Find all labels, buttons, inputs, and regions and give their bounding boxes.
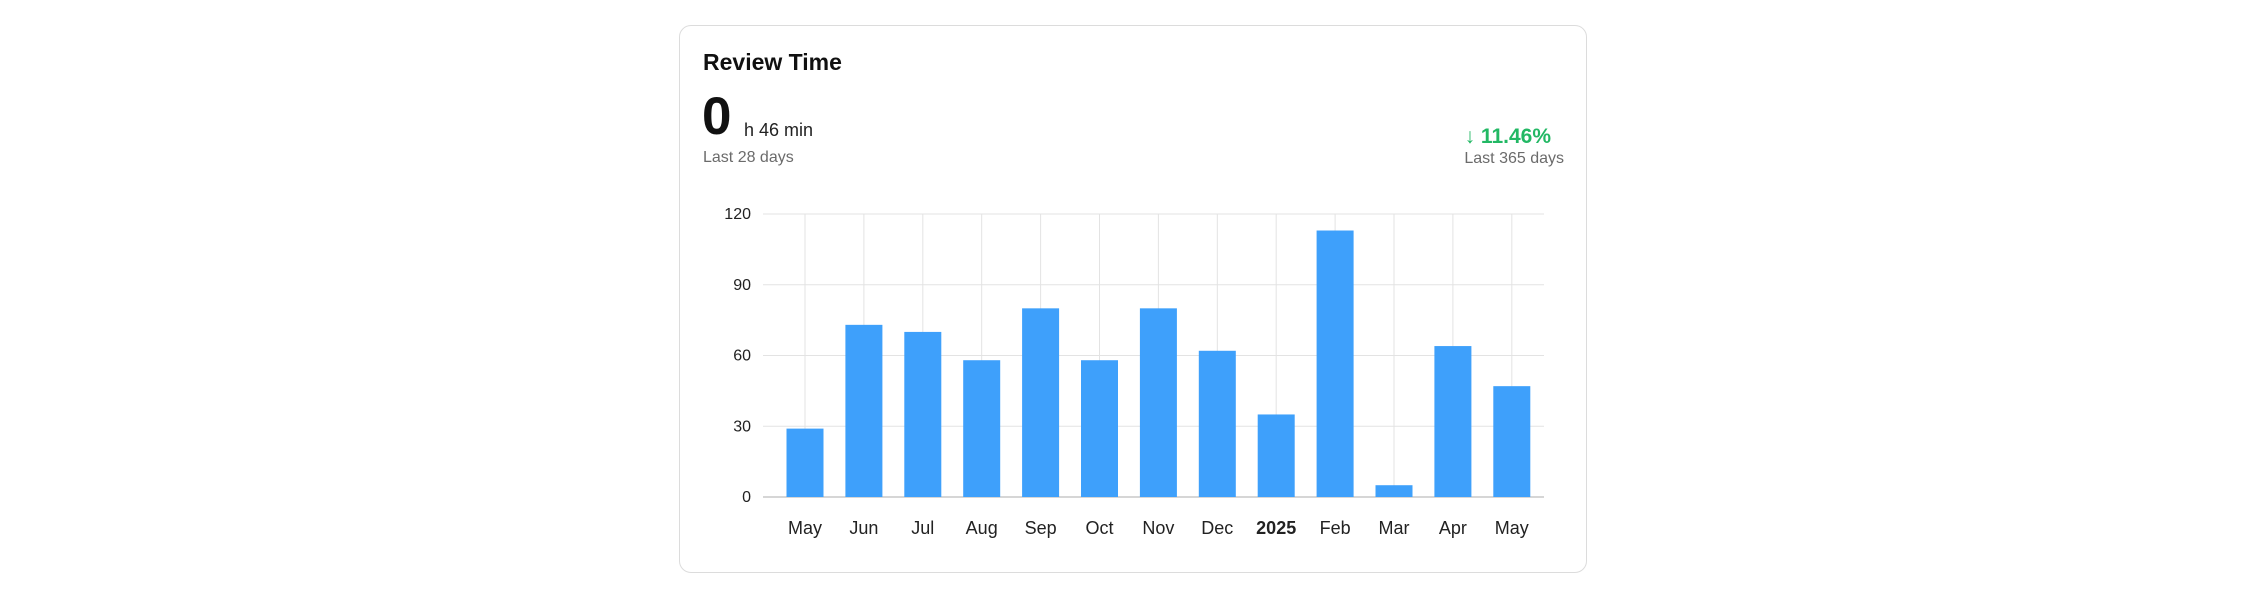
x-tick-label: Mar <box>1379 518 1410 538</box>
card-title: Review Time <box>703 49 842 75</box>
y-tick-label: 120 <box>724 206 751 223</box>
review-time-card: Review Time 0 h 46 min Last 28 days ↓ 11… <box>679 25 1587 573</box>
x-tick-label: Aug <box>966 518 998 538</box>
review-time-value: 0 <box>702 87 732 146</box>
x-tick-label: Jul <box>911 518 934 538</box>
bar-mar-10[interactable] <box>1375 485 1413 497</box>
change-percentage: ↓ 11.46% <box>1464 125 1551 148</box>
period-label-28-days: Last 28 days <box>703 149 794 166</box>
y-tick-label: 0 <box>742 489 751 506</box>
period-label-365-days: Last 365 days <box>1464 150 1564 167</box>
bar-feb-9[interactable] <box>1316 230 1354 497</box>
x-tick-labels: May Jun Jul Aug Sep Oct Nov Dec 2025 Feb Mar Apr May <box>788 518 1529 538</box>
x-tick-label: Apr <box>1439 518 1467 538</box>
bars <box>786 230 1531 497</box>
review-time-bar-chart: 0 30 60 90 120 May Jun Jul Aug Sep Oct Nov Dec 2025 F… <box>724 206 1544 538</box>
x-tick-label: May <box>1495 518 1529 538</box>
x-tick-label: Oct <box>1085 518 1113 538</box>
x-tick-label: Sep <box>1025 518 1057 538</box>
x-tick-label: May <box>788 518 822 538</box>
bar-jun-1[interactable] <box>845 324 883 497</box>
bar-jul-2[interactable] <box>904 331 942 497</box>
y-tick-label: 30 <box>733 418 751 435</box>
x-tick-label: 2025 <box>1256 518 1296 538</box>
y-tick-label: 90 <box>733 277 751 294</box>
x-tick-label: Jun <box>849 518 878 538</box>
x-tick-label: Nov <box>1142 518 1174 538</box>
x-tick-label: Feb <box>1320 518 1351 538</box>
bar-nov-6[interactable] <box>1139 308 1177 497</box>
bar-may-12[interactable] <box>1493 386 1531 497</box>
bar-may-0[interactable] <box>786 428 824 497</box>
bar-sep-4[interactable] <box>1022 308 1060 497</box>
bar-aug-3[interactable] <box>963 360 1001 497</box>
bar-2025-8[interactable] <box>1257 414 1295 497</box>
y-tick-labels: 0 30 60 90 120 <box>724 206 751 506</box>
bar-dec-7[interactable] <box>1198 350 1236 497</box>
x-tick-label: Dec <box>1201 518 1233 538</box>
bar-apr-11[interactable] <box>1434 346 1472 497</box>
y-tick-label: 60 <box>733 348 751 365</box>
bar-oct-5[interactable] <box>1081 360 1118 497</box>
review-time-unit: h 46 min <box>744 120 814 140</box>
